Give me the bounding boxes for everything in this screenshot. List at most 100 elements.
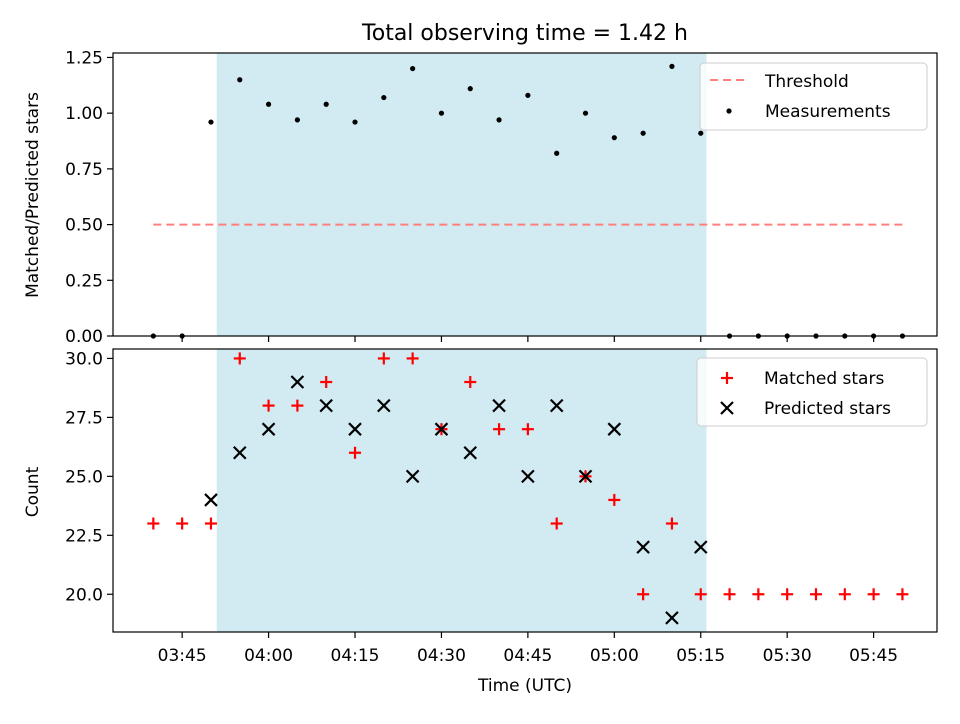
observing-window-band — [216, 53, 707, 336]
x-tick-label: 04:15 — [331, 646, 380, 666]
bottom-legend: Matched stars Predicted stars — [696, 357, 928, 427]
predicted-star-point — [290, 375, 305, 389]
x-tick-label: 05:15 — [676, 646, 725, 666]
top-legend: Threshold Measurements — [699, 62, 928, 131]
measurement-point — [438, 110, 445, 116]
predicted-star-point — [492, 398, 506, 413]
matched-star-point — [896, 588, 909, 601]
matched-star-point — [838, 588, 851, 601]
matched-star-point — [262, 399, 275, 412]
y-tick-label: 20.0 — [65, 585, 103, 605]
predicted-star-point — [549, 398, 564, 413]
measurement-point — [467, 86, 473, 92]
matched-star-point — [377, 352, 390, 365]
matched-star-point — [781, 588, 794, 601]
y-tick-label: 1.25 — [65, 48, 103, 68]
matched-star-point — [550, 517, 563, 530]
legend-measurements-swatch — [726, 108, 732, 114]
x-tick-label: 05:45 — [849, 646, 898, 666]
x-tick-label: 05:30 — [763, 646, 812, 666]
predicted-star-point — [521, 469, 535, 484]
measurement-point — [410, 65, 416, 72]
top-panel-frame — [112, 52, 938, 337]
measurement-point — [208, 119, 214, 125]
measurement-point — [381, 94, 387, 101]
matched-star-point — [493, 423, 506, 436]
x-tick-label: 04:30 — [417, 646, 466, 666]
matched-star-point — [723, 588, 736, 601]
y-tick-label: 0.00 — [65, 327, 103, 347]
x-axis-label: Time (UTC) — [477, 676, 572, 696]
measurement-point — [237, 77, 243, 83]
y-tick-label: 0.50 — [65, 216, 103, 236]
bottom-panel: 20.0 22.5 25.0 27.5 30.0 03:45 04:00 04:15 04:3… — [23, 348, 938, 666]
measurement-point — [496, 117, 502, 123]
measurement-point — [525, 92, 531, 98]
x-tick-label: 04:45 — [503, 646, 552, 666]
x-tick-label: 04:00 — [244, 646, 293, 666]
matched-star-point — [320, 376, 333, 389]
legend-predicted-swatch — [720, 401, 734, 415]
predicted-star-point — [204, 493, 218, 507]
legend-predicted-label: Predicted stars — [764, 399, 891, 419]
predicted-star-point — [693, 540, 708, 554]
measurement-point — [352, 119, 358, 125]
matched-star-point — [349, 446, 362, 459]
y-tick-label: 27.5 — [65, 408, 103, 428]
matched-star-point — [867, 588, 880, 601]
predicted-star-point — [405, 469, 420, 484]
bottom-panel-ylabel: Count — [23, 466, 43, 517]
predicted-star-point — [261, 422, 276, 436]
predicted-star-point — [578, 469, 593, 484]
observing-window-band — [216, 349, 707, 632]
legend-plus-marker — [721, 372, 733, 384]
measurement-point — [323, 101, 329, 107]
matched-star-point — [809, 588, 822, 601]
bottom-panel-frame — [112, 348, 938, 633]
matched-star-point — [406, 352, 419, 365]
matched-star-point — [233, 352, 246, 365]
predicted-star-point — [463, 445, 478, 460]
predicted-star-point — [434, 422, 449, 436]
chart-title: Total observing time = 1.42 h — [361, 21, 688, 46]
predicted-star-point — [348, 422, 362, 436]
predicted-star-point — [636, 540, 650, 554]
predicted-star-point — [377, 398, 391, 413]
legend-matched-swatch — [721, 372, 733, 384]
top-panel-ylabel: Matched/Predicted stars — [23, 92, 43, 298]
measurement-point — [640, 130, 646, 136]
matched-star-point — [176, 517, 189, 530]
predicted-star-point — [232, 445, 247, 460]
matched-star-point — [637, 588, 650, 601]
measurement-point — [698, 130, 704, 136]
measurement-point — [611, 135, 617, 141]
top-legend-box — [699, 62, 928, 131]
y-tick-label: 22.5 — [65, 526, 103, 546]
bottom-legend-box — [696, 357, 928, 427]
measurement-point — [554, 150, 560, 156]
measurement-point — [265, 101, 272, 107]
matched-star-point — [521, 423, 534, 436]
measurement-point — [582, 110, 589, 116]
predicted-star-point — [665, 611, 679, 625]
predicted-star-point — [607, 422, 622, 436]
matched-star-point — [752, 588, 765, 601]
top-panel: 0.00 0.25 0.50 0.75 1.00 1.25 Matched/Predict… — [23, 48, 938, 347]
matched-star-point — [694, 588, 707, 601]
matched-star-point — [147, 517, 160, 530]
legend-measurements-label: Measurements — [765, 102, 891, 122]
x-tick-label: 03:45 — [158, 646, 207, 666]
x-tick-label: 05:00 — [590, 646, 639, 666]
y-tick-label: 25.0 — [65, 467, 103, 487]
predicted-star-point — [319, 398, 333, 413]
matched-star-point — [464, 376, 477, 389]
matched-star-point — [291, 399, 304, 412]
legend-matched-label: Matched stars — [764, 369, 884, 389]
legend-cross-marker — [720, 401, 734, 415]
matched-star-point — [665, 517, 678, 530]
measurement-point — [669, 63, 675, 69]
measurement-point — [294, 117, 300, 123]
y-tick-label: 1.00 — [65, 104, 103, 124]
matched-star-point — [204, 517, 217, 530]
